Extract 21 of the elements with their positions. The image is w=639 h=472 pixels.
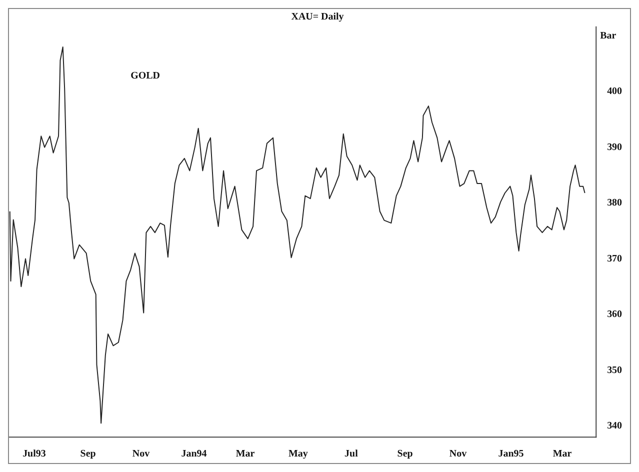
- y-tick-label: 380: [607, 198, 622, 209]
- y-tick-label: 390: [607, 142, 622, 153]
- chart-title: XAU= Daily: [291, 12, 344, 23]
- x-tick-label: Sep: [397, 448, 414, 460]
- x-tick-label: Nov: [132, 448, 150, 460]
- y-axis-title: Bar: [600, 30, 617, 42]
- x-tick-label: Jan95: [498, 448, 524, 460]
- x-tick-label: May: [288, 448, 308, 460]
- x-tick-label: Jul93: [22, 448, 46, 460]
- x-tick-label: Jan94: [181, 448, 207, 460]
- y-tick-label: 360: [607, 309, 622, 320]
- x-tick-label: Nov: [449, 448, 467, 460]
- x-tick-label: Mar: [236, 448, 256, 460]
- y-tick-label: 350: [607, 364, 622, 376]
- x-tick-label: Mar: [552, 448, 572, 460]
- annotation: GOLD: [130, 70, 160, 82]
- x-tick-label: Jul: [344, 448, 358, 460]
- y-tick-label: 400: [607, 86, 622, 98]
- y-tick-label: 370: [607, 253, 622, 264]
- y-tick-label: 340: [607, 420, 622, 432]
- x-tick-label: Sep: [80, 448, 96, 460]
